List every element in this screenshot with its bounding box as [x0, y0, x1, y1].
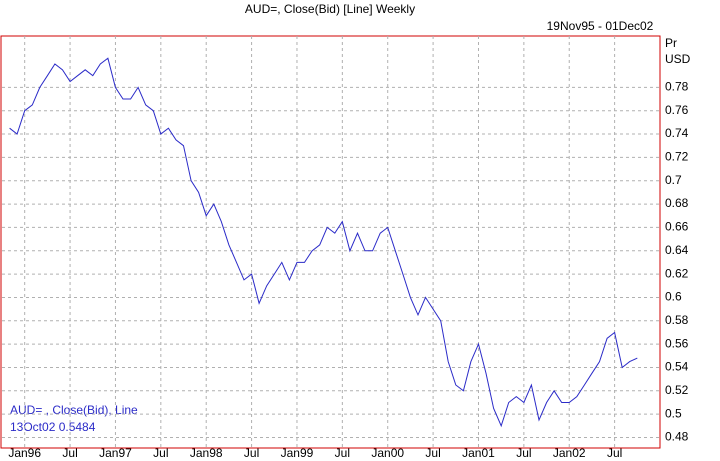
y-tick-label: 0.62 [665, 266, 689, 280]
price-line [9, 57, 638, 428]
legend-text: AUD= , Close(Bid), Line [10, 403, 138, 417]
x-tick-label: Jul [244, 446, 259, 460]
x-tick-label: Jan98 [190, 446, 223, 460]
y-tick-label: 0.5 [665, 406, 682, 420]
y-tick-label: 0.64 [665, 243, 689, 257]
y-tick-label: 0.52 [665, 383, 689, 397]
y-tick-label: 0.56 [665, 336, 689, 350]
x-tick-label: Jan96 [8, 446, 41, 460]
y-tick-label: 0.76 [665, 103, 689, 117]
y-label: Pr [665, 36, 677, 50]
date-range: 19Nov95 - 01Dec02 [547, 19, 654, 33]
y-tick-label: 0.54 [665, 360, 689, 374]
y-tick-label: 0.48 [665, 430, 689, 444]
chart-title: AUD=, Close(Bid) [Line] Weekly [245, 2, 415, 16]
y-tick-label: 0.78 [665, 80, 689, 94]
x-tick-label: Jul [153, 446, 168, 460]
x-tick-label: Jul [516, 446, 531, 460]
x-tick-label: Jul [425, 446, 440, 460]
y-tick-label: 0.6 [665, 290, 682, 304]
x-tick-label: Jan99 [281, 446, 314, 460]
x-tick-label: Jul [62, 446, 77, 460]
x-tick-label: Jul [607, 446, 622, 460]
y-tick-label: 0.66 [665, 220, 689, 234]
plot-border [0, 35, 661, 449]
y-tick-label: 0.7 [665, 173, 682, 187]
last-value: 13Oct02 0.5484 [10, 420, 96, 434]
y-tick-label: 0.68 [665, 196, 689, 210]
y-unit: USD [665, 52, 691, 66]
y-tick-label: 0.74 [665, 126, 689, 140]
x-tick-label: Jan02 [553, 446, 586, 460]
y-tick-label: 0.58 [665, 313, 689, 327]
x-tick-label: Jul [335, 446, 350, 460]
y-tick-label: 0.72 [665, 150, 689, 164]
x-tick-label: Jan97 [99, 446, 132, 460]
x-tick-label: Jan01 [462, 446, 495, 460]
x-tick-label: Jan00 [371, 446, 404, 460]
